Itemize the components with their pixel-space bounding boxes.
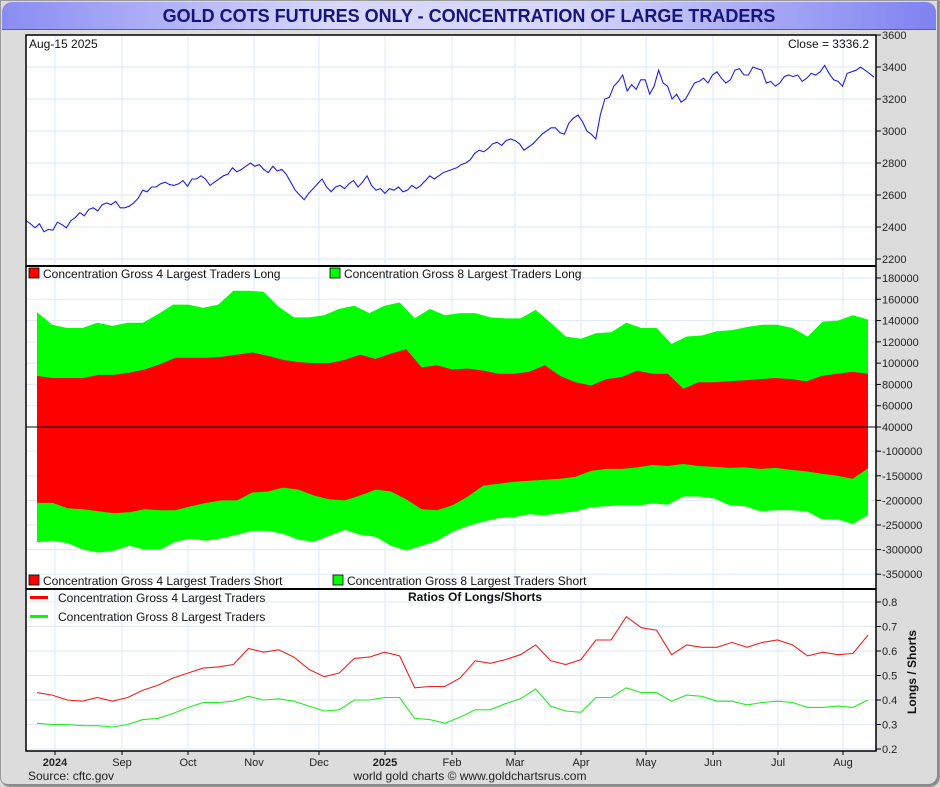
price-panel: Aug-15 2025 Close = 3336.2: [25, 37, 875, 233]
x-tick-label: Aug: [833, 757, 853, 769]
legend-gross4-long: Concentration Gross 4 Largest Traders Lo…: [43, 267, 280, 281]
x-tick-label: Jul: [771, 757, 785, 769]
long-y-tick-label: 80000: [882, 379, 913, 391]
short-y-tick-label: -150000: [882, 471, 922, 483]
price-y-tick-label: 2400: [882, 222, 906, 234]
long-y-tick-label: 120000: [882, 337, 919, 349]
short-y-tick-label: -250000: [882, 520, 922, 532]
ratio-y-tick-label: 0.4: [882, 695, 897, 707]
x-tick-label: Nov: [244, 757, 264, 769]
long-y-tick-label: 100000: [882, 358, 919, 370]
price-y-tick-label: 3200: [882, 94, 906, 106]
x-tick-label: Apr: [572, 757, 589, 769]
price-y-tick-label: 2600: [882, 190, 906, 202]
x-tick-label: Dec: [309, 757, 329, 769]
concentration-panel: Concentration Gross 4 Largest Traders Lo…: [26, 267, 876, 588]
ratio-y-tick-label: 0.6: [882, 646, 897, 658]
title-bar: GOLD COTS FUTURES ONLY - CONCENTRATION O…: [2, 2, 936, 30]
ratio-panel-title: Ratios Of Longs/Shorts: [408, 590, 542, 604]
plot-border: [25, 34, 877, 752]
ratio-gross4-line: [36, 615, 869, 702]
ratio-y-tick-label: 0.3: [882, 720, 897, 732]
legend-swatch-gross8-long: [329, 267, 341, 279]
legend-swatch-gross8-short: [332, 574, 344, 586]
short-y-tick-label: -300000: [882, 545, 922, 557]
legend-swatch-ratio4: [30, 596, 48, 599]
x-tick-label: 2024: [43, 757, 68, 769]
source-label: Source: cftc.gov: [28, 769, 114, 783]
area-gross4-long: [37, 349, 868, 427]
x-tick-label: 2025: [373, 757, 397, 769]
legend-ratio4: Concentration Gross 4 Largest Traders: [58, 591, 265, 605]
x-tick-label: Oct: [179, 757, 196, 769]
price-y-tick-label: 3600: [882, 30, 906, 42]
ratio-y-tick-label: 0.8: [882, 597, 897, 609]
price-y-tick-label: 3400: [882, 62, 906, 74]
x-tick-label: Feb: [443, 757, 462, 769]
date-label: Aug-15 2025: [29, 37, 98, 51]
ratio-y-tick-label: 0.5: [882, 671, 897, 683]
legend-swatch-gross4-long: [28, 267, 40, 279]
price-y-tick-label: 3000: [882, 126, 906, 138]
ratio-y-tick-label: 0.2: [882, 744, 897, 756]
x-tick-label: Sep: [112, 757, 132, 769]
price-y-tick-label: 2200: [882, 254, 906, 266]
x-tick-label: May: [636, 757, 657, 769]
long-y-tick-label: 140000: [882, 316, 919, 328]
credit-label: world gold charts © www.goldchartsrus.co…: [353, 769, 587, 783]
short-y-tick-label: -350000: [882, 569, 922, 581]
axes: 3600 3400 3200 3000 2800 2600 2400 2200 180000 16…: [43, 30, 923, 769]
ratio-panel: Concentration Gross 4 Largest Traders Co…: [30, 590, 919, 728]
long-y-tick-label: 40000: [882, 422, 913, 434]
legend-gross8-long: Concentration Gross 8 Largest Traders Lo…: [344, 267, 581, 281]
legend-gross4-short: Concentration Gross 4 Largest Traders Sh…: [43, 574, 283, 588]
short-y-tick-label: -200000: [882, 495, 922, 507]
short-y-tick-label: -100000: [882, 446, 922, 458]
close-label: Close = 3336.2: [788, 37, 869, 51]
legend-gross8-short: Concentration Gross 8 Largest Traders Sh…: [347, 574, 587, 588]
legend-swatch-gross4-short: [28, 574, 40, 586]
price-line: [25, 64, 875, 233]
price-y-tick-label: 2800: [882, 158, 906, 170]
ratio-y-axis-label: Longs / Shorts: [905, 630, 919, 714]
chart-title: GOLD COTS FUTURES ONLY - CONCENTRATION O…: [162, 6, 776, 26]
long-y-tick-label: 180000: [882, 273, 919, 285]
legend-swatch-ratio8: [30, 615, 48, 618]
long-y-tick-label: 60000: [882, 401, 913, 413]
legend-ratio8: Concentration Gross 8 Largest Traders: [58, 610, 265, 624]
x-tick-label: Mar: [506, 757, 525, 769]
long-y-tick-label: 160000: [882, 294, 919, 306]
x-tick-label: Jun: [704, 757, 722, 769]
area-gross4-short: [37, 427, 868, 514]
ratio-y-tick-label: 0.7: [882, 622, 897, 634]
ratio-gross8-line: [36, 687, 869, 728]
